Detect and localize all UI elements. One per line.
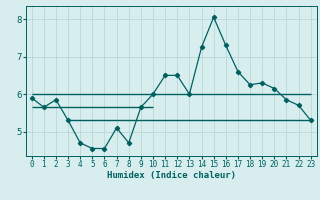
- X-axis label: Humidex (Indice chaleur): Humidex (Indice chaleur): [107, 171, 236, 180]
